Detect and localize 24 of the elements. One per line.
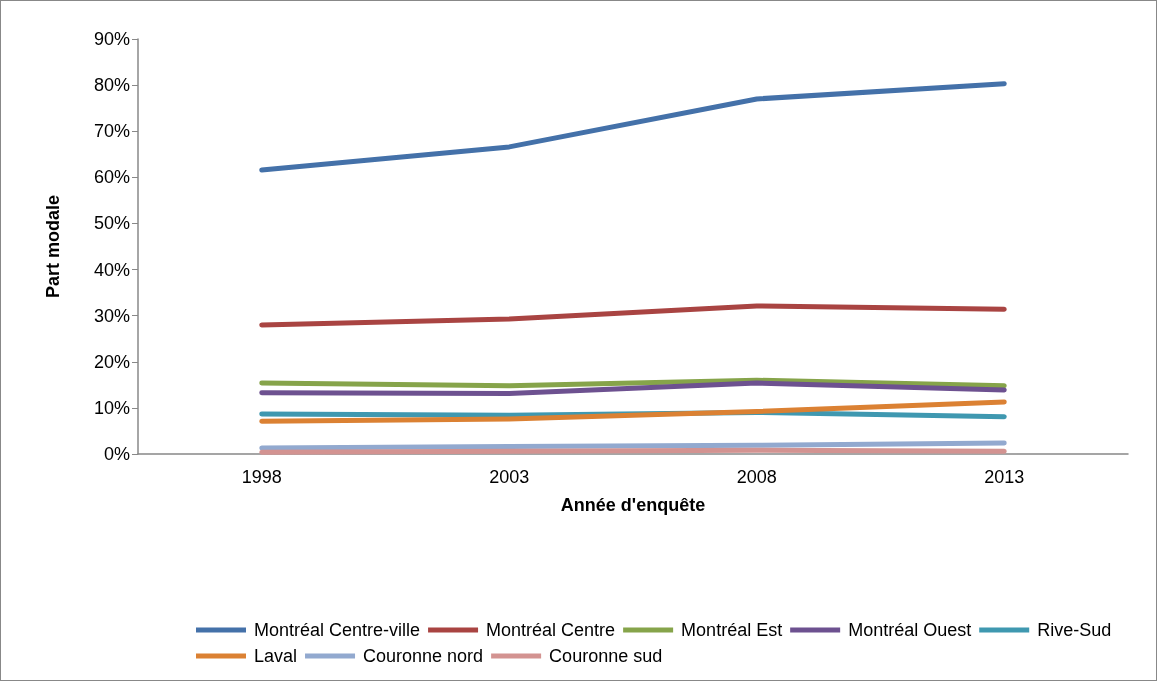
x-axis-title: Année d'enquête bbox=[560, 495, 706, 515]
legend-label: Couronne sud bbox=[549, 646, 663, 666]
y-axis-title: Part modale bbox=[43, 194, 63, 299]
legend-label: Laval bbox=[254, 646, 298, 666]
x-tick-label: 2008 bbox=[736, 467, 777, 487]
legend-label: Couronne nord bbox=[363, 646, 484, 666]
x-tick-label: 2003 bbox=[489, 467, 530, 487]
legend-label: Rive-Sud bbox=[1037, 620, 1112, 640]
y-tick-label: 10% bbox=[93, 397, 130, 418]
legend-label: Montréal Est bbox=[681, 620, 783, 640]
y-tick-label: 20% bbox=[93, 351, 130, 372]
y-tick-label: 60% bbox=[93, 167, 130, 188]
y-tick-label: 80% bbox=[93, 75, 130, 96]
y-tick-label: 30% bbox=[93, 305, 130, 326]
x-tick-label: 1998 bbox=[241, 467, 282, 487]
legend-label: Montréal Centre-ville bbox=[254, 620, 421, 640]
legend-label: Montréal Ouest bbox=[848, 620, 972, 640]
y-tick-label: 90% bbox=[93, 29, 130, 49]
legend-label: Montréal Centre bbox=[486, 620, 616, 640]
y-tick-label: 70% bbox=[93, 121, 130, 142]
x-tick-label: 2013 bbox=[984, 467, 1025, 487]
y-tick-label: 40% bbox=[93, 259, 130, 280]
y-tick-label: 0% bbox=[103, 444, 130, 464]
y-tick-label: 50% bbox=[93, 213, 130, 234]
